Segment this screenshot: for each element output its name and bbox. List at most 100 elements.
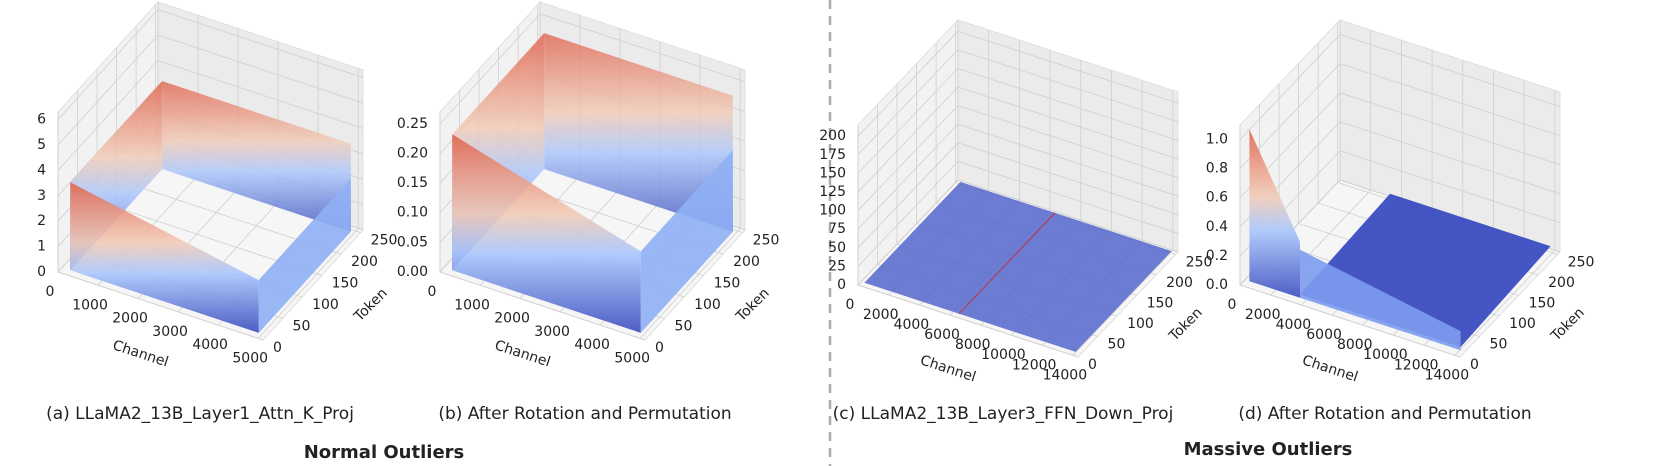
- y-tick-label: 250: [753, 233, 780, 249]
- grid-line: [957, 179, 1179, 253]
- group-title: Massive Outliers: [1184, 439, 1353, 460]
- y-tick-label: 50: [1490, 336, 1508, 352]
- y-tick-label: 50: [675, 319, 693, 335]
- z-tick-label: 0.15: [397, 175, 428, 191]
- grid-line: [957, 30, 1179, 104]
- grid-line: [857, 284, 1079, 358]
- z-tick-label: 6: [37, 112, 46, 128]
- y-tick-label: 200: [351, 254, 378, 270]
- x-tick-label: 2000: [1245, 307, 1281, 323]
- z-tick-label: 3: [37, 188, 46, 204]
- y-tick-label: 100: [312, 297, 339, 313]
- x-tick-label: 12000: [1012, 357, 1057, 373]
- grid-line: [639, 228, 741, 339]
- grid-line: [957, 123, 1179, 197]
- x-tick-label: 5000: [614, 350, 650, 366]
- x-tick-label: 10000: [981, 347, 1026, 363]
- caption: (b) After Rotation and Permutation: [438, 404, 731, 424]
- z-tick-label: 200: [819, 128, 846, 144]
- grid-line: [857, 123, 959, 230]
- y-tick-label: 250: [371, 233, 398, 249]
- grid-line: [857, 68, 959, 174]
- y-tick-label: 250: [1186, 254, 1213, 270]
- z-tick-label: 75: [828, 221, 846, 237]
- z-tick-label: 0.8: [1206, 161, 1228, 177]
- z-tick-label: 4: [37, 162, 46, 178]
- group-title: Normal Outliers: [304, 442, 465, 463]
- x-tick-label: 4000: [574, 337, 610, 353]
- x-tick-label: 10000: [1363, 347, 1408, 363]
- y-tick-label: 150: [1147, 295, 1174, 311]
- z-tick-label: 0.10: [397, 205, 428, 221]
- grid-line: [57, 271, 264, 341]
- x-tick-label: 5000: [232, 350, 268, 366]
- y-tick-label: 150: [332, 276, 359, 292]
- z-tick-label: 0.6: [1206, 190, 1228, 206]
- y-tick-label: 0: [1470, 357, 1479, 373]
- z-tick-label: 0.2: [1206, 248, 1228, 264]
- x-tick-label: 6000: [924, 327, 960, 343]
- x-tick-label: 0: [428, 284, 437, 300]
- grid-line: [857, 105, 959, 211]
- grid-line: [157, 60, 364, 129]
- grid-line: [1339, 34, 1561, 107]
- grid-line: [439, 271, 646, 341]
- x-tick-label: 2000: [863, 307, 899, 323]
- y-tick-label: 100: [1127, 316, 1154, 332]
- grid-line: [1072, 250, 1174, 356]
- x-tick-label: 4000: [192, 337, 228, 353]
- surface: [1249, 129, 1300, 298]
- z-tick-label: 5: [37, 137, 46, 153]
- x-tick-label: 0: [846, 297, 855, 313]
- z-tick-label: 0.25: [397, 116, 428, 132]
- grid-line: [257, 228, 359, 339]
- x-tick-label: 1000: [72, 297, 108, 313]
- y-tick-label: 200: [1548, 275, 1575, 291]
- grid-line: [857, 30, 959, 137]
- caption: (c) LLaMA2_13B_Layer3_FFN_Down_Proj: [833, 404, 1174, 424]
- y-tick-label: 150: [714, 276, 741, 292]
- z-tick-label: 50: [828, 240, 846, 256]
- z-tick-label: 0.0: [1206, 277, 1228, 293]
- x-tick-label: 8000: [955, 337, 991, 353]
- x-tick-label: 0: [46, 284, 55, 300]
- y-tick-label: 150: [1529, 295, 1556, 311]
- z-tick-label: 0.05: [397, 234, 428, 250]
- y-tick-label: 0: [655, 340, 664, 356]
- z-tick-label: 1.0: [1206, 132, 1228, 148]
- grid-line: [857, 161, 959, 267]
- z-tick-label: 100: [819, 203, 846, 219]
- y-tick-label: 200: [1166, 275, 1193, 291]
- grid-line: [539, 13, 746, 83]
- z-tick-label: 0: [37, 264, 46, 280]
- y-tick-label: 0: [273, 340, 282, 356]
- grid-line: [957, 86, 1179, 160]
- x-axis-label: Channel: [493, 338, 553, 371]
- grid-line: [1339, 92, 1561, 166]
- x-tick-label: 12000: [1394, 357, 1439, 373]
- y-tick-label: 50: [293, 319, 311, 335]
- x-tick-label: 4000: [894, 317, 930, 333]
- x-tick-label: 14000: [1043, 367, 1088, 383]
- grid-line: [1454, 250, 1556, 356]
- grid-line: [157, 34, 364, 104]
- z-tick-label: 175: [819, 147, 846, 163]
- surface: [162, 81, 351, 232]
- x-axis-label: Channel: [918, 353, 978, 386]
- x-tick-label: 2000: [112, 311, 148, 327]
- z-tick-label: 2: [37, 213, 46, 229]
- z-tick-label: 0: [837, 277, 846, 293]
- z-tick-label: 0.4: [1206, 219, 1228, 235]
- surface: [1300, 249, 1461, 351]
- y-tick-label: 100: [694, 297, 721, 313]
- grid-line: [1239, 284, 1461, 358]
- surface: [70, 182, 259, 333]
- surface: [958, 212, 1056, 315]
- x-tick-label: 14000: [1425, 367, 1470, 383]
- z-tick-label: 1: [37, 239, 46, 255]
- y-tick-label: 200: [733, 254, 760, 270]
- z-tick-label: 125: [819, 184, 846, 200]
- x-tick-label: 6000: [1306, 327, 1342, 343]
- grid-line: [157, 9, 364, 78]
